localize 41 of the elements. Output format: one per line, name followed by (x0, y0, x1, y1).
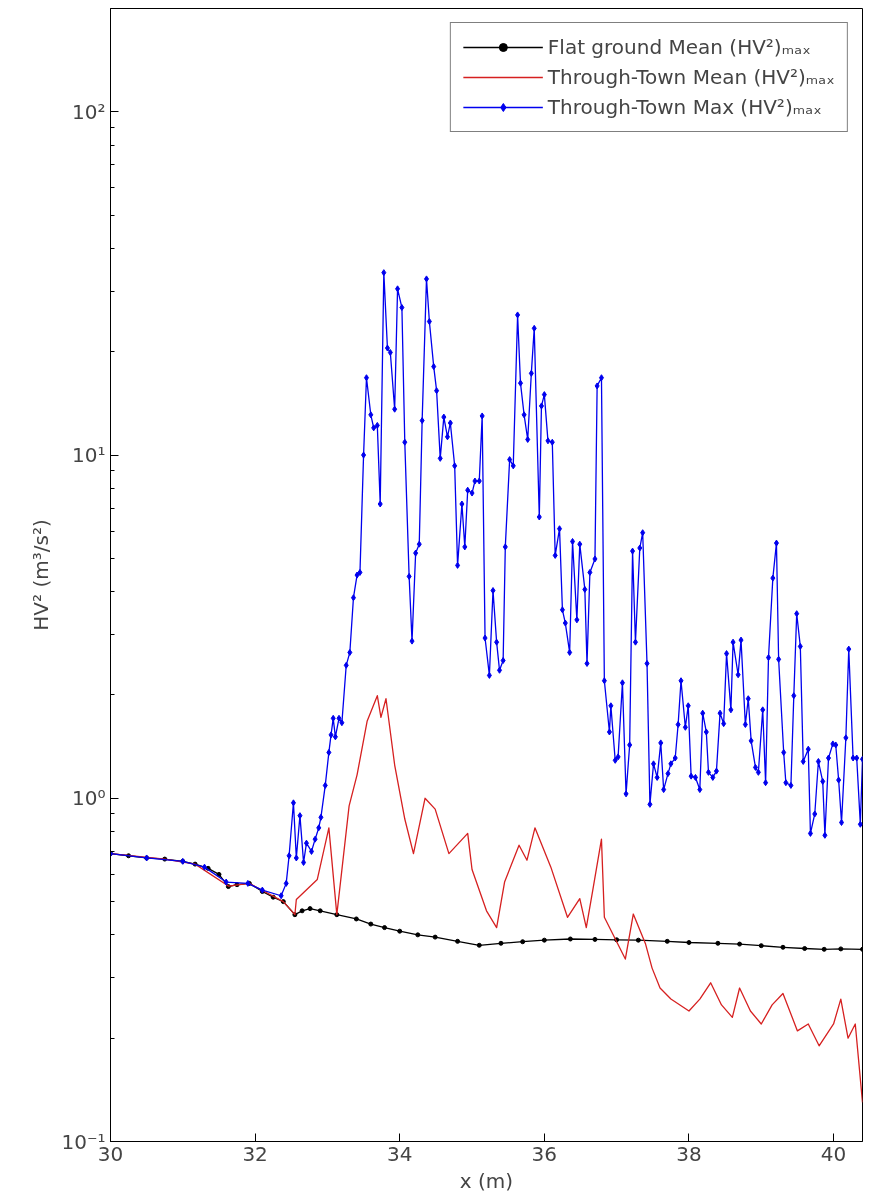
x-tick-label: 32 (242, 1141, 268, 1166)
point (382, 925, 388, 931)
x-tick-label: 34 (387, 1141, 413, 1166)
point (802, 946, 808, 951)
point (498, 940, 504, 946)
point (838, 946, 844, 952)
y-tick-label: 10² (72, 99, 106, 124)
point (520, 939, 526, 945)
point (664, 938, 670, 944)
point (686, 940, 692, 945)
point (715, 940, 721, 946)
point (821, 946, 827, 952)
y-tick-label: 10⁰ (72, 786, 106, 811)
point (368, 921, 374, 927)
point (780, 944, 786, 950)
point (541, 937, 547, 943)
x-tick-label: 38 (676, 1141, 702, 1166)
point (476, 942, 482, 948)
x-tick-label: 40 (820, 1141, 847, 1166)
x-tick-label: 36 (531, 1141, 558, 1166)
point (307, 906, 313, 912)
point (317, 908, 323, 914)
y-tick-label: 10¹ (72, 443, 106, 468)
point (397, 928, 403, 934)
legend-label: Through-Town Mean (HV²)ₘₐₓ (547, 65, 835, 89)
point (592, 936, 598, 942)
point (758, 943, 764, 949)
point (353, 916, 359, 922)
point (216, 871, 222, 877)
point (415, 932, 421, 938)
point (299, 908, 305, 914)
point (432, 934, 438, 940)
x-axis-title: x (m) (459, 1168, 514, 1193)
y-axis-title: HV² (m³/s²) (29, 519, 54, 631)
point (737, 941, 743, 947)
point (567, 936, 573, 942)
legend-label: Through-Town Max (HV²)ₘₐₓ (547, 95, 822, 119)
point (635, 937, 641, 943)
legend-label: Flat ground Mean (HV²)ₘₐₓ (547, 35, 811, 59)
point (334, 912, 340, 918)
point (455, 938, 461, 944)
